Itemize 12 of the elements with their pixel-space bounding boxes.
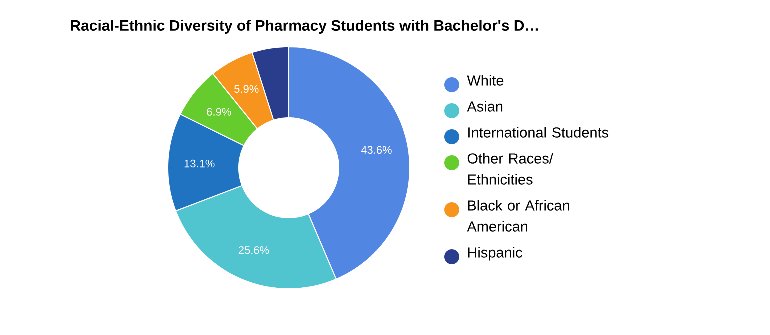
legend-label: International Students [468, 127, 609, 138]
data-label: 25.6% [238, 246, 270, 254]
legend-label: Other Races/ Ethnicities [468, 153, 554, 185]
data-label: 6.9% [207, 108, 232, 116]
data-label: 43.6% [361, 146, 392, 154]
data-label: 5.9% [234, 85, 259, 94]
legend-label: Hispanic [468, 247, 522, 261]
legend-label: White [467, 75, 504, 86]
chart-title: Racial-Ethnic Diversity of Pharmacy Students with Bachelor's D… [71, 20, 538, 34]
legend-label: Asian [467, 101, 503, 112]
data-label: 13.1% [184, 160, 215, 168]
legend-label: Black or African American [467, 200, 570, 232]
